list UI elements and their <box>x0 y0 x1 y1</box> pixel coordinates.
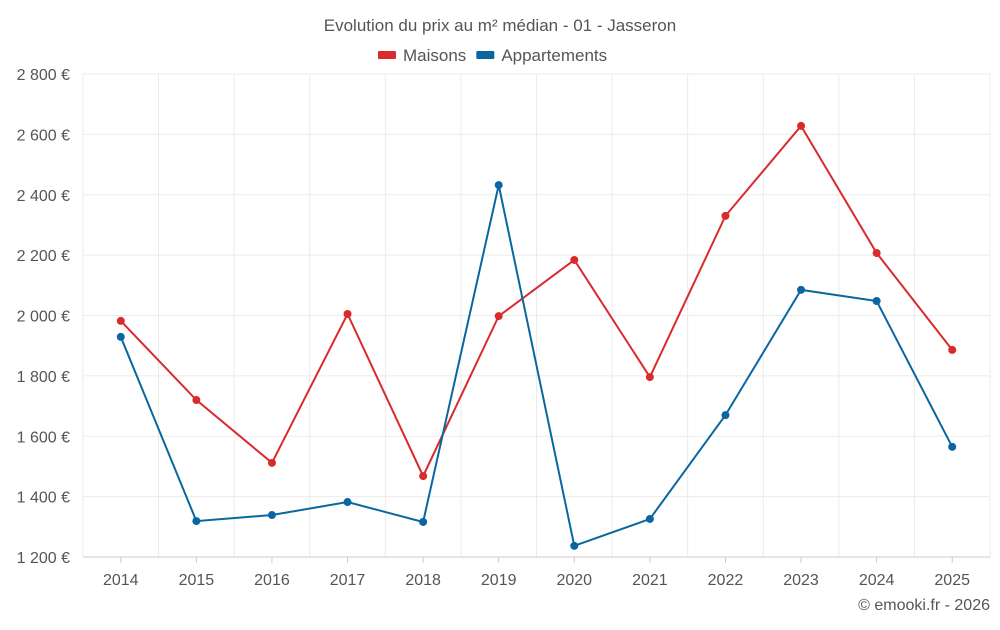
x-tick-label: 2023 <box>783 572 819 589</box>
legend-swatch <box>476 51 495 59</box>
x-tick-label: 2019 <box>481 572 517 589</box>
data-point-appartements <box>948 442 957 451</box>
series-line-appartements <box>119 184 954 548</box>
data-point-maisons <box>797 121 806 130</box>
data-point-maisons <box>267 458 276 467</box>
data-point-appartements <box>570 541 579 550</box>
data-point-maisons <box>645 373 654 382</box>
y-tick-label: 2 200 € <box>17 248 70 265</box>
legend: Maisons Appartements <box>378 46 607 65</box>
x-tick-label: 2017 <box>330 572 366 589</box>
y-axis: 1 200 € 1 400 € 1 600 € 1 800 € 2 000 € 2 200… <box>17 67 70 567</box>
legend-swatch <box>378 51 396 59</box>
x-tick-label: 2015 <box>179 572 215 589</box>
data-point-maisons <box>721 211 730 220</box>
data-point-maisons <box>948 345 957 354</box>
y-tick-label: 1 600 € <box>17 429 70 446</box>
x-axis: 2014 2015 2016 2017 2018 2019 2020 2021 2022 2023… <box>83 556 990 589</box>
data-point-maisons <box>419 472 428 481</box>
x-tick-label: 2022 <box>708 572 744 589</box>
x-tick-label: 2014 <box>103 572 139 589</box>
data-point-appartements <box>192 517 201 526</box>
chart-title: Evolution du prix au m² médian - 01 - Ja… <box>324 16 676 35</box>
y-tick-label: 2 400 € <box>17 188 70 205</box>
data-point-appartements <box>419 517 428 526</box>
y-tick-label: 2 600 € <box>17 127 70 144</box>
y-tick-label: 2 000 € <box>17 309 70 326</box>
data-point-appartements <box>494 181 503 190</box>
data-point-maisons <box>494 312 503 321</box>
data-point-appartements <box>645 514 654 523</box>
data-point-appartements <box>797 285 806 294</box>
y-tick-label: 1 800 € <box>17 369 70 386</box>
data-point-appartements <box>721 411 730 420</box>
series-group <box>116 121 957 550</box>
data-point-maisons <box>570 255 579 264</box>
data-point-appartements <box>116 332 125 341</box>
data-point-appartements <box>872 297 881 306</box>
legend-label: Appartements <box>501 46 607 65</box>
data-point-maisons <box>343 309 352 318</box>
y-tick-label: 1 200 € <box>17 550 70 567</box>
x-tick-label: 2016 <box>254 572 290 589</box>
y-tick-label: 2 800 € <box>17 67 70 84</box>
data-point-appartements <box>343 498 352 507</box>
series-line-maisons <box>120 124 953 479</box>
legend-label: Maisons <box>403 46 466 65</box>
y-tick-label: 1 400 € <box>17 490 70 507</box>
x-tick-label: 2020 <box>556 572 592 589</box>
data-point-maisons <box>192 396 201 405</box>
data-point-maisons <box>116 316 125 325</box>
credit-text: © emooki.fr - 2026 <box>858 597 990 614</box>
data-point-appartements <box>267 511 276 520</box>
x-tick-label: 2018 <box>405 572 441 589</box>
x-tick-label: 2024 <box>859 572 895 589</box>
grid <box>82 73 991 558</box>
x-tick-label: 2021 <box>632 572 668 589</box>
data-point-maisons <box>872 249 881 258</box>
x-tick-label: 2025 <box>934 572 970 589</box>
